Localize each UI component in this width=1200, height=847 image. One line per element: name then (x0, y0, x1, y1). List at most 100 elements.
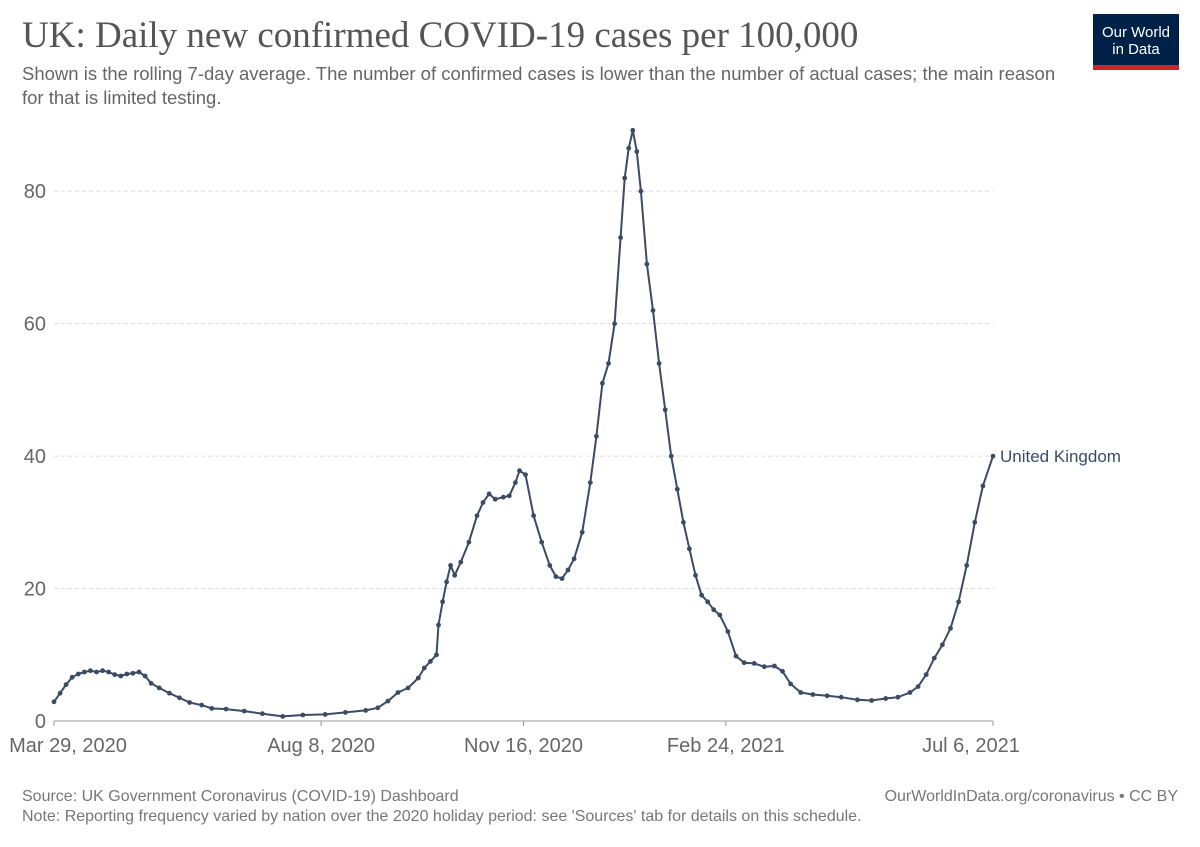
data-point (638, 188, 644, 194)
data-point (539, 539, 545, 545)
data-point (486, 491, 492, 497)
data-point (531, 513, 536, 519)
data-point (717, 612, 723, 618)
data-point (136, 669, 142, 675)
data-point (458, 559, 464, 565)
y-tick-label: 60 (24, 314, 46, 336)
data-point (772, 663, 777, 669)
data-point (241, 708, 247, 714)
note-text: Note: Reporting frequency varied by nati… (22, 808, 862, 825)
owid-logo[interactable]: Our World in Data (1093, 14, 1179, 70)
data-point (612, 321, 617, 327)
data-point (725, 629, 731, 634)
credit-link[interactable]: OurWorldInData.org/coronavirus • CC BY (884, 788, 1178, 805)
data-point (63, 682, 69, 687)
data-point (600, 380, 605, 386)
data-point (990, 453, 996, 459)
data-point (75, 671, 81, 677)
data-point (883, 696, 889, 701)
y-tick-label: 0 (35, 711, 46, 733)
data-point (687, 546, 692, 552)
x-tick-label: Mar 29, 2020 (9, 735, 127, 757)
data-point (167, 690, 172, 696)
data-point (788, 681, 793, 687)
data-point (622, 175, 628, 181)
data-point (82, 669, 87, 675)
data-point (523, 472, 528, 478)
data-point (513, 480, 518, 485)
data-point (571, 556, 577, 562)
data-point (594, 433, 599, 439)
data-point (923, 672, 929, 677)
data-point (547, 563, 553, 568)
data-point (980, 483, 986, 489)
data-point (634, 149, 640, 154)
logo-line-2: in Data (1112, 41, 1160, 58)
data-point (480, 500, 486, 505)
data-point (579, 529, 585, 535)
data-point (421, 665, 427, 671)
data-point (118, 673, 124, 679)
data-point (148, 680, 154, 686)
chart-footer: Source: UK Government Coronavirus (COVID… (22, 787, 1178, 827)
data-point (705, 599, 711, 605)
data-point (751, 661, 757, 666)
data-point (130, 670, 136, 676)
data-point (618, 235, 623, 241)
x-tick-label: Nov 16, 2020 (464, 735, 583, 757)
data-point (895, 694, 901, 700)
data-point (385, 698, 391, 704)
chart-subtitle: Shown is the rolling 7-day average. The … (22, 63, 1056, 108)
data-point (448, 563, 453, 568)
data-point (375, 705, 381, 711)
data-point (500, 494, 506, 500)
data-point (741, 660, 747, 666)
data-point (363, 708, 369, 713)
data-point (915, 684, 921, 689)
data-point (565, 567, 571, 573)
series-layer: United Kingdom (51, 127, 1121, 719)
data-point (956, 599, 961, 605)
data-point (436, 622, 441, 628)
data-point (668, 453, 674, 459)
data-point (343, 710, 348, 715)
x-tick-label: Feb 24, 2021 (667, 735, 785, 757)
data-point (838, 694, 844, 700)
data-point (824, 693, 830, 699)
data-point (405, 685, 411, 691)
data-point (931, 655, 937, 661)
data-point (630, 127, 636, 133)
data-point (780, 668, 785, 674)
chart-title: UK: Daily new confirmed COVID-19 cases p… (22, 15, 859, 56)
data-point (428, 659, 433, 664)
data-point (322, 712, 328, 717)
data-point (626, 145, 632, 151)
data-point (142, 673, 148, 679)
data-point (553, 574, 559, 579)
data-point (907, 690, 913, 695)
data-point (434, 652, 439, 658)
data-point (440, 599, 445, 605)
series-line-united-kingdom (53, 129, 994, 718)
data-point (69, 674, 75, 680)
data-point (100, 668, 105, 674)
data-point (492, 496, 498, 502)
gridlines: 0 20 40 60 80 (24, 181, 993, 733)
y-tick-label: 80 (24, 181, 46, 203)
data-point (855, 697, 860, 703)
data-point (559, 576, 565, 581)
data-point (733, 653, 739, 659)
data-point (415, 675, 421, 681)
logo-line-1: Our World (1101, 24, 1171, 41)
logo-accent-bar (1093, 65, 1179, 70)
data-point (187, 700, 193, 705)
data-point (466, 539, 472, 545)
data-point (223, 706, 229, 712)
data-point (674, 486, 680, 492)
data-point (587, 480, 593, 485)
y-tick-label: 20 (24, 579, 46, 601)
source-text: Source: UK Government Coronavirus (COVID… (22, 788, 459, 805)
data-point (444, 579, 449, 585)
x-tick-label: Jul 6, 2021 (922, 735, 1020, 757)
